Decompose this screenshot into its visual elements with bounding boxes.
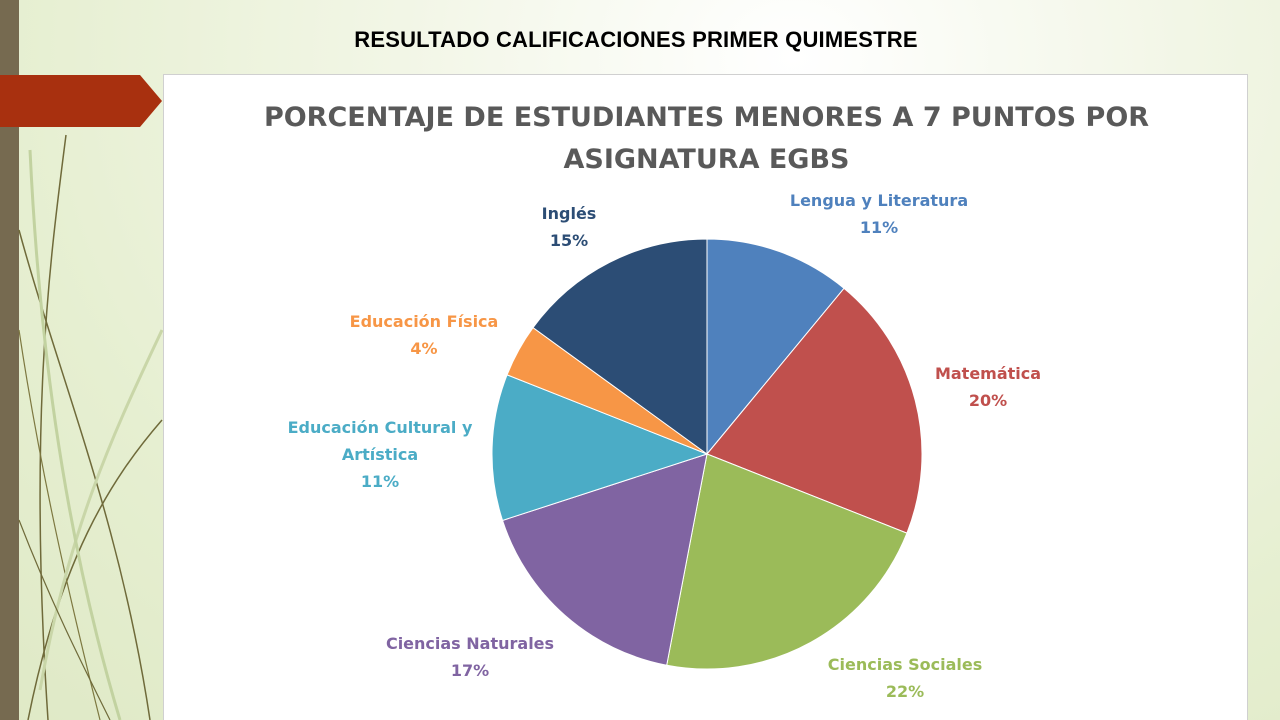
chart-panel: PORCENTAJE DE ESTUDIANTES MENORES A 7 PU… [163, 74, 1248, 720]
pie-label-value: 15% [549, 231, 589, 250]
pie-label-2: Matemática 20% [935, 360, 1041, 414]
pie-label-name: Matemática [934, 364, 1042, 383]
slide-title: RESULTADO CALIFICACIONES PRIMER QUIMESTR… [354, 27, 918, 52]
chart-title: PORCENTAJE DE ESTUDIANTES MENORES A 7 PU… [164, 97, 1249, 181]
pie-label-3: Ciencias Sociales 22% [828, 651, 982, 705]
pie-label-name: Educación Física [349, 312, 499, 331]
pie-label-5: Educación Cultural y Artística 11% [288, 414, 473, 495]
pie-label-name: Lengua y Literatura [789, 191, 969, 210]
pie-slice-5 [491, 374, 709, 522]
pie-slice-7 [532, 238, 708, 455]
chart-title-line-1: PORCENTAJE DE ESTUDIANTES MENORES A 7 PU… [263, 102, 1150, 133]
pie-label-value: 20% [968, 391, 1008, 410]
pie-label-6: Educación Física 4% [350, 308, 499, 362]
pie-label-name: Educación Cultural y [287, 418, 473, 437]
pie-slice-4 [501, 453, 708, 666]
pie-label-4: Ciencias Naturales 17% [386, 630, 554, 684]
pie-label-value: 17% [450, 661, 490, 680]
pie-slice-1 [706, 238, 845, 456]
pie-label-value: 11% [360, 472, 400, 491]
chart-title-line-2: ASIGNATURA EGBS [563, 144, 850, 175]
pie-label-value: 22% [885, 682, 925, 701]
pie-label-name: Inglés [541, 204, 597, 223]
pie-label-value: 11% [859, 218, 899, 237]
pie-label-value: 4% [410, 339, 438, 358]
pie-label-name: Ciencias Naturales [385, 634, 555, 653]
pie-slice-2 [706, 287, 923, 534]
decorative-swooshes [18, 134, 164, 720]
pie-slice-3 [666, 453, 908, 670]
pie-label-name: Ciencias Sociales [827, 655, 983, 674]
accent-tab [0, 75, 162, 127]
pie-label-1: Lengua y Literatura 11% [790, 187, 968, 241]
pie-label-name: Artística [341, 445, 419, 464]
left-accent-bar [0, 0, 19, 720]
pie-chart [491, 238, 923, 670]
pie-label-7: Inglés 15% [542, 200, 597, 254]
